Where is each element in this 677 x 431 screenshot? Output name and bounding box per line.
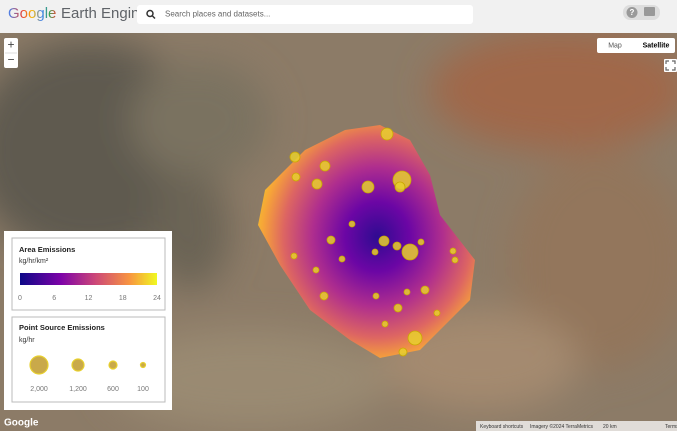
google-logo: Google [4, 418, 39, 429]
attribution-text: 20 km [603, 424, 617, 430]
search-box[interactable] [137, 5, 473, 24]
help-label: ? [630, 8, 635, 17]
size-swatch [71, 358, 85, 372]
point-legend-title: Point Source Emissions [19, 323, 105, 332]
point-legend-box [11, 316, 166, 403]
ramp-tick-label: 12 [85, 295, 93, 302]
area-legend-unit: kg/hr/km² [19, 258, 49, 265]
size-swatch [29, 355, 49, 375]
logo-product[interactable]: Earth Engine [61, 5, 148, 22]
search-icon [146, 9, 154, 18]
attribution-bar [476, 421, 677, 431]
attribution-text: Imagery ©2024 TerraMetrics [530, 423, 594, 430]
size-label: 2,000 [30, 386, 48, 393]
size-label: 600 [107, 386, 119, 393]
ramp-tick-label: 18 [119, 295, 127, 302]
search-icon [151, 14, 156, 20]
zoom-out[interactable]: − [7, 53, 14, 67]
ramp-tick-label: 24 [153, 295, 161, 302]
attribution-text[interactable]: Keyboard shortcuts [480, 424, 524, 430]
ramp-tick-label: 6 [52, 295, 56, 302]
ramp-tick-label: 0 [18, 295, 22, 302]
map-type-control [597, 38, 675, 53]
attribution-text[interactable]: Terms [665, 424, 677, 430]
size-label: 1,200 [69, 386, 87, 393]
feedback-button[interactable] [644, 7, 655, 16]
zoom-in[interactable]: + [7, 38, 14, 52]
fullscreen-icon [665, 60, 676, 71]
color-ramp [20, 273, 157, 285]
search-placeholder: Search places and datasets... [165, 10, 270, 19]
satellite-map[interactable] [0, 30, 677, 431]
logo-brand[interactable]: Google [8, 5, 56, 22]
size-swatch [139, 361, 147, 369]
point-legend-unit: kg/hr [19, 337, 35, 344]
size-label: 100 [137, 386, 149, 393]
help-button[interactable] [626, 7, 638, 18]
area-legend-box [11, 237, 166, 311]
area-legend-title: Area Emissions [19, 245, 75, 254]
map-type-satellite[interactable]: Satellite [643, 42, 670, 49]
map-type-map[interactable]: Map [608, 42, 622, 49]
legend-panel [4, 231, 172, 410]
fullscreen-button[interactable] [664, 59, 677, 72]
size-swatch [108, 360, 118, 370]
